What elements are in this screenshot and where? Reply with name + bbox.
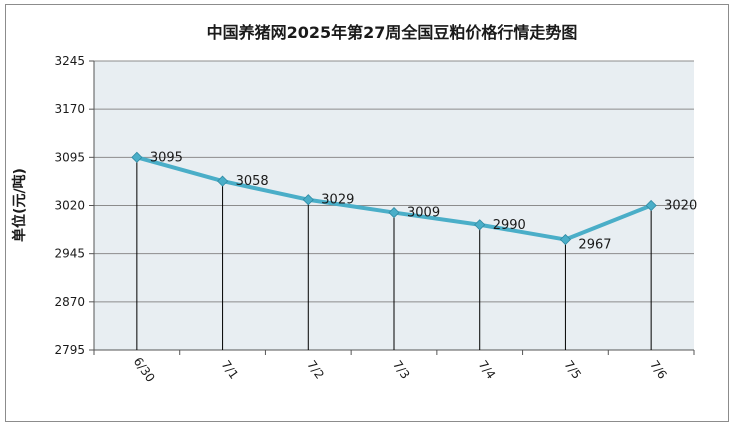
y-tick-label: 2945 [54,247,85,261]
x-tick-label: 7/3 [390,358,413,382]
y-tick-label: 3095 [54,150,85,164]
chart-title: 中国养猪网2025年第27周全国豆粕价格行情走势图 [207,23,578,42]
data-point [302,194,314,206]
x-tick-label: 7/6 [647,358,670,382]
x-tick-label: 7/2 [304,358,327,382]
x-tick-label: 7/5 [561,358,584,382]
data-point [131,151,143,163]
x-tick-label: 7/1 [219,358,242,382]
data-point [645,199,657,212]
data-label: 2967 [578,238,611,253]
y-tick-label: 2870 [54,295,85,309]
data-point [388,206,400,219]
data-point [474,219,486,231]
data-label: 2990 [493,218,526,233]
data-point [217,175,229,187]
data-label: 3009 [407,206,440,221]
plot-area: 2795 2870 2945 3020 3095 3170 3245 3095 3058 3029… [54,54,697,385]
data-point [559,233,571,246]
y-axis-label: 单位(元/吨) [11,168,28,242]
y-tick-label: 2795 [54,343,85,357]
x-tick-label: 6/30 [131,355,158,385]
y-tick-label: 3020 [54,199,85,213]
y-tick-label: 3170 [54,102,85,116]
data-label: 3029 [321,193,354,208]
data-label: 3095 [150,150,183,165]
y-tick-label: 3245 [54,54,85,68]
x-tick-label: 7/4 [476,358,499,382]
data-label: 3058 [236,174,269,189]
data-label: 3020 [664,199,697,214]
